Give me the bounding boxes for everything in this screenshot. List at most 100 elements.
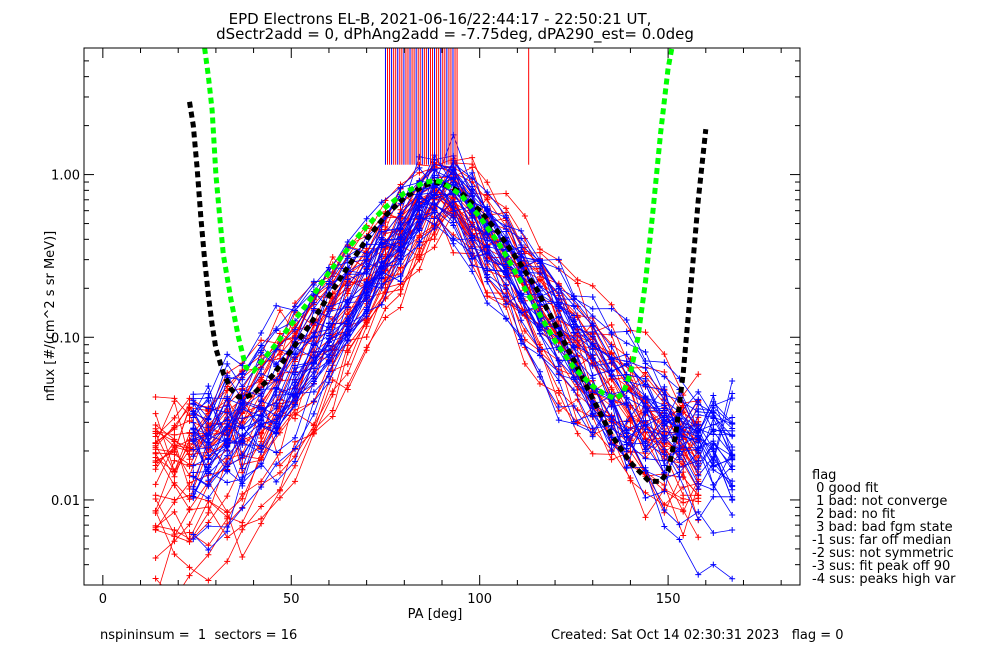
- data-point-marker: [431, 231, 438, 238]
- data-point-marker: [152, 421, 159, 428]
- red-flux-curve-line: [155, 188, 699, 585]
- data-point-marker: [205, 509, 212, 516]
- legend-item: 1 bad: not converge: [812, 494, 948, 509]
- data-point-marker: [292, 392, 299, 399]
- data-point-marker: [574, 430, 581, 437]
- blue-flux-curve-line: [193, 172, 733, 486]
- blue-flux-curve-line: [192, 164, 733, 500]
- data-point-marker: [239, 465, 246, 472]
- data-point-marker: [416, 153, 423, 160]
- data-point-marker: [589, 333, 596, 340]
- data-point-marker: [397, 243, 404, 250]
- data-point-marker: [190, 391, 197, 398]
- data-point-marker: [695, 472, 702, 479]
- data-point-marker: [344, 331, 351, 338]
- y-axis-label: nflux [#/(cm^2 s sr MeV)]: [43, 231, 58, 401]
- red-flux-curve-line: [155, 196, 699, 514]
- data-point-marker: [152, 481, 159, 488]
- footer-left: nspininsum = 1 sectors = 16: [100, 628, 298, 643]
- data-point-marker: [469, 268, 476, 275]
- data-point-marker: [186, 463, 193, 470]
- data-point-marker: [344, 297, 351, 304]
- blue-flux-curve-line: [193, 190, 733, 499]
- data-point-marker: [205, 495, 212, 502]
- data-point-marker: [273, 302, 280, 309]
- blue-flux-curve-line: [193, 165, 733, 470]
- x-tick-label: 50: [283, 592, 300, 607]
- data-point-marker: [416, 226, 423, 233]
- data-point-marker: [344, 320, 351, 327]
- data-point-marker: [224, 479, 231, 486]
- data-point-marker: [224, 558, 231, 565]
- data-point-marker: [642, 494, 649, 501]
- data-point-marker: [469, 232, 476, 239]
- red-flux-curve: [152, 190, 702, 541]
- data-point-marker: [382, 305, 389, 312]
- data-point-marker: [152, 555, 159, 562]
- fit-layer: [187, 48, 709, 484]
- chart-title-line1: EPD Electrons EL-B, 2021-06-16/22:44:17 …: [229, 10, 652, 28]
- data-point-marker: [239, 415, 246, 422]
- data-point-marker: [171, 426, 178, 433]
- data-point-marker: [152, 492, 159, 499]
- data-point-marker: [555, 314, 562, 321]
- data-point-marker: [589, 313, 596, 320]
- data-point-marker: [258, 435, 265, 442]
- data-point-marker: [344, 382, 351, 389]
- data-point-marker: [570, 295, 577, 302]
- data-point-marker: [695, 396, 702, 403]
- data-point-marker: [518, 336, 525, 343]
- data-point-marker: [695, 449, 702, 456]
- data-point-marker: [642, 357, 649, 364]
- data-point-marker: [186, 506, 193, 513]
- red-flux-curve-line: [155, 157, 699, 546]
- data-point-marker: [469, 175, 476, 182]
- data-point-marker: [431, 167, 438, 174]
- data-point-marker: [325, 278, 332, 285]
- data-point-marker: [469, 183, 476, 190]
- data-point-marker: [695, 388, 702, 395]
- data-point-marker: [450, 249, 457, 256]
- data-point-marker: [397, 236, 404, 243]
- data-point-marker: [661, 482, 668, 489]
- data-point-marker: [258, 449, 265, 456]
- data-point-marker: [205, 456, 212, 463]
- data-point-marker: [661, 446, 668, 453]
- data-point-marker: [310, 422, 317, 429]
- data-point-marker: [239, 491, 246, 498]
- data-point-marker: [258, 503, 265, 510]
- footer-right: Created: Sat Oct 14 02:30:31 2023 flag =…: [551, 628, 844, 643]
- data-point-marker: [589, 450, 596, 457]
- data-point-marker: [325, 303, 332, 310]
- data-point-marker: [416, 204, 423, 211]
- data-point-marker: [623, 465, 630, 472]
- data-point-marker: [642, 442, 649, 449]
- data-point-marker: [276, 487, 283, 494]
- data-point-marker: [608, 403, 615, 410]
- data-point-marker: [518, 241, 525, 248]
- data-point-marker: [555, 390, 562, 397]
- data-point-marker: [171, 538, 178, 545]
- data-point-marker: [186, 472, 193, 479]
- data-point-marker: [729, 511, 736, 518]
- data-point-marker: [676, 456, 683, 463]
- red-flux-curve-line: [155, 168, 699, 537]
- y-tick-label: 1.00: [51, 169, 80, 184]
- data-point-marker: [729, 575, 736, 582]
- data-point-marker: [186, 436, 193, 443]
- data-point-marker: [695, 534, 702, 541]
- data-point-marker: [574, 276, 581, 283]
- data-point-marker: [310, 355, 317, 362]
- data-point-marker: [152, 466, 159, 473]
- data-point-marker: [273, 425, 280, 432]
- data-point-marker: [536, 246, 543, 253]
- data-point-marker: [570, 312, 577, 319]
- data-point-marker: [325, 320, 332, 327]
- data-point-marker: [239, 553, 246, 560]
- data-point-marker: [363, 334, 370, 341]
- data-point-marker: [503, 269, 510, 276]
- data-point-marker: [344, 361, 351, 368]
- data-point-marker: [661, 387, 668, 394]
- data-point-marker: [729, 431, 736, 438]
- data-point-marker: [310, 410, 317, 417]
